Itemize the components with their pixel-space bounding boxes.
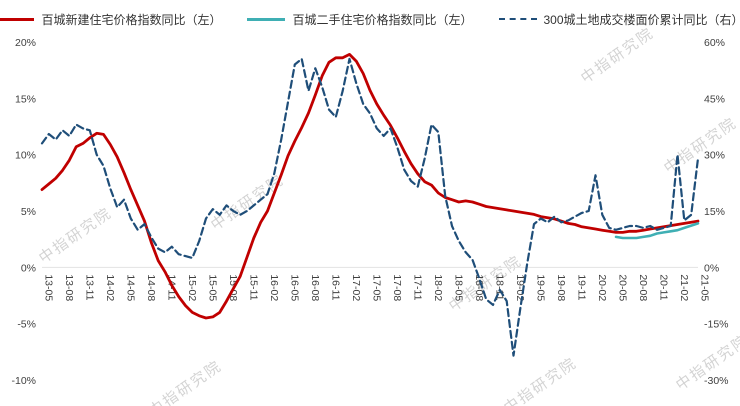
x-axis-tick: 14-02: [104, 274, 116, 301]
x-axis-tick: 19-11: [576, 274, 588, 300]
x-axis-tick: 16-11: [330, 274, 342, 300]
right-axis-tick: 45%: [704, 93, 725, 105]
right-axis-tick: 60%: [704, 37, 725, 49]
legend-item-land-price: 300城土地成交楼面价累计同比（右）: [498, 11, 740, 28]
x-axis-tick: 19-08: [555, 274, 567, 301]
right-axis-tick: 15%: [704, 206, 725, 218]
x-axis-tick: 15-05: [207, 274, 219, 301]
legend-item-new-home-price: 百城新建住宅价格指数同比（左）: [0, 11, 221, 28]
right-axis-tick: -15%: [704, 319, 729, 331]
right-axis-tick: -30%: [704, 375, 729, 387]
x-axis-tick: 18-08: [473, 274, 485, 301]
x-axis-tick: 17-11: [412, 274, 424, 300]
x-axis-tick: 20-11: [658, 274, 670, 300]
x-axis-tick: 14-08: [145, 274, 157, 301]
x-axis-tick: 17-02: [350, 274, 362, 301]
chart-legend: 百城新建住宅价格指数同比（左） 百城二手住宅价格指数同比（左） 300城土地成交…: [0, 8, 740, 30]
x-axis-tick: 15-02: [186, 274, 198, 301]
x-axis-tick: 17-08: [391, 274, 403, 301]
x-axis-tick: 18-02: [432, 274, 444, 301]
dashed-line-sample-icon: [498, 18, 537, 20]
x-axis-tick: 20-08: [637, 274, 649, 301]
legend-item-secondhand-price: 百城二手住宅价格指数同比（左）: [247, 11, 473, 28]
x-axis-tick: 15-11: [248, 274, 260, 300]
left-axis-tick: 15%: [15, 93, 36, 105]
left-axis-tick: 20%: [15, 37, 36, 49]
left-axis-tick: 10%: [15, 150, 36, 162]
left-axis-tick: -10%: [11, 375, 36, 387]
x-axis-tick: 18-05: [453, 274, 465, 301]
x-axis-tick: 16-02: [268, 274, 280, 301]
left-axis-tick: 5%: [21, 206, 36, 218]
x-axis-tick: 20-02: [596, 274, 608, 301]
series-line-land-floor-price-yoy: [40, 57, 700, 357]
right-axis-tick: 0%: [704, 262, 719, 274]
left-axis-tick: -5%: [17, 319, 36, 331]
x-axis-tick: 16-08: [309, 274, 321, 301]
x-axis-tick: 13-11: [84, 274, 96, 300]
series-line-new-home-price-yoy: [40, 53, 700, 320]
x-axis-tick: 19-02: [514, 274, 526, 301]
legend-label: 百城二手住宅价格指数同比（左）: [292, 12, 473, 27]
x-axis-tick: 17-05: [371, 274, 383, 301]
legend-label: 300城土地成交楼面价累计同比（右）: [543, 12, 740, 27]
red-line-sample-icon: [0, 17, 35, 21]
x-axis-tick: 21-02: [678, 274, 690, 301]
x-axis-tick: 16-05: [289, 274, 301, 301]
x-axis-tick: 21-05: [699, 274, 711, 301]
x-axis-tick: 19-05: [535, 274, 547, 301]
x-axis-tick: 14-05: [125, 274, 137, 301]
series-line-secondhand-price-yoy: [614, 222, 700, 240]
x-axis-tick: 13-08: [63, 274, 75, 301]
x-axis-tick: 13-05: [43, 274, 55, 301]
x-axis-tick: 20-05: [617, 274, 629, 301]
left-axis-tick: 0%: [21, 262, 36, 274]
x-axis-tick: 18-11: [494, 274, 506, 300]
legend-label: 百城新建住宅价格指数同比（左）: [41, 12, 222, 27]
teal-line-sample-icon: [247, 17, 286, 21]
right-axis-tick: 30%: [704, 150, 725, 162]
